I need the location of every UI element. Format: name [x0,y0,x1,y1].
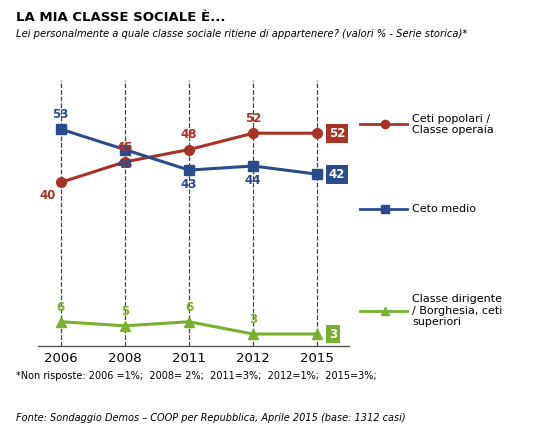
Text: 5: 5 [121,305,129,317]
Text: 40: 40 [39,189,56,202]
Text: 3: 3 [329,328,337,341]
Text: Classe dirigente
/ Borghesia, ceti
superiori: Classe dirigente / Borghesia, ceti super… [412,294,503,327]
Text: LA MIA CLASSE SOCIALE È...: LA MIA CLASSE SOCIALE È... [16,11,226,24]
Text: 48: 48 [117,158,133,171]
Text: 53: 53 [52,108,69,121]
Text: 52: 52 [245,112,262,125]
Text: Ceti popolari /
Classe operaia: Ceti popolari / Classe operaia [412,114,494,135]
Text: 44: 44 [245,174,262,187]
Text: Ceto medio: Ceto medio [412,204,476,214]
Text: 6: 6 [185,301,193,313]
Text: 43: 43 [181,178,197,191]
Text: 42: 42 [329,168,345,181]
Text: *Non risposte: 2006 =1%;  2008= 2%;  2011=3%;  2012=1%;  2015=3%;: *Non risposte: 2006 =1%; 2008= 2%; 2011=… [16,371,377,381]
Text: 3: 3 [249,313,257,326]
Text: 6: 6 [57,301,65,313]
Text: 48: 48 [181,128,197,141]
Text: 52: 52 [329,127,345,140]
Text: 45: 45 [117,141,133,154]
Text: Lei personalmente a quale classe sociale ritiene di appartenere? (valori % - Ser: Lei personalmente a quale classe sociale… [16,29,468,39]
Text: Fonte: Sondaggio Demos – COOP per Repubblica, Aprile 2015 (base: 1312 casi): Fonte: Sondaggio Demos – COOP per Repubb… [16,413,406,423]
